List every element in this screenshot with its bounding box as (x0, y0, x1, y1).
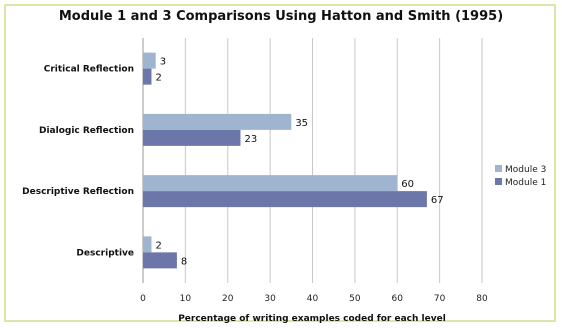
data-label: 8 (181, 256, 187, 267)
legend-swatch (495, 178, 502, 185)
data-label: 3 (160, 57, 166, 68)
category-label: Critical Reflection (44, 65, 134, 75)
bar (143, 113, 292, 130)
x-tick-label: 20 (222, 294, 234, 304)
x-tick-label: 0 (140, 294, 146, 304)
category-label: Descriptive Reflection (22, 187, 134, 197)
bar (143, 191, 427, 208)
bar (143, 175, 398, 192)
bar (143, 52, 156, 69)
chart-frame (4, 4, 556, 322)
x-tick-label: 10 (180, 294, 192, 304)
legend-label: Module 3 (505, 165, 546, 175)
gridlines (142, 38, 483, 283)
bar (143, 252, 177, 269)
x-tick-label: 80 (476, 294, 488, 304)
category-label: Dialogic Reflection (39, 126, 134, 136)
bars: 3 2 35 23 60 67 2 8 (143, 52, 444, 269)
data-label: 67 (431, 195, 444, 206)
x-tick-labels: 0 10 20 30 40 50 60 70 80 (140, 294, 488, 304)
data-label: 2 (155, 73, 161, 84)
bar (143, 68, 152, 85)
data-label: 35 (295, 118, 308, 129)
chart-title: Module 1 and 3 Comparisons Using Hatton … (58, 9, 504, 24)
category-label: Descriptive (76, 248, 134, 258)
x-tick-label: 50 (349, 294, 361, 304)
legend: Module 3 Module 1 (495, 165, 546, 188)
x-tick-label: 40 (307, 294, 319, 304)
x-tick-label: 70 (434, 294, 446, 304)
x-tick-label: 30 (264, 294, 276, 304)
x-tick-label: 60 (392, 294, 404, 304)
legend-swatch (495, 165, 502, 172)
data-label: 2 (155, 240, 161, 251)
bar (143, 129, 241, 146)
category-labels: Critical Reflection Dialogic Reflection De… (22, 65, 134, 259)
x-axis-label: Percentage of writing examples coded for… (178, 314, 446, 324)
bar (143, 236, 152, 253)
data-label: 60 (401, 179, 414, 190)
data-label: 23 (244, 134, 257, 145)
legend-label: Module 1 (505, 178, 546, 188)
